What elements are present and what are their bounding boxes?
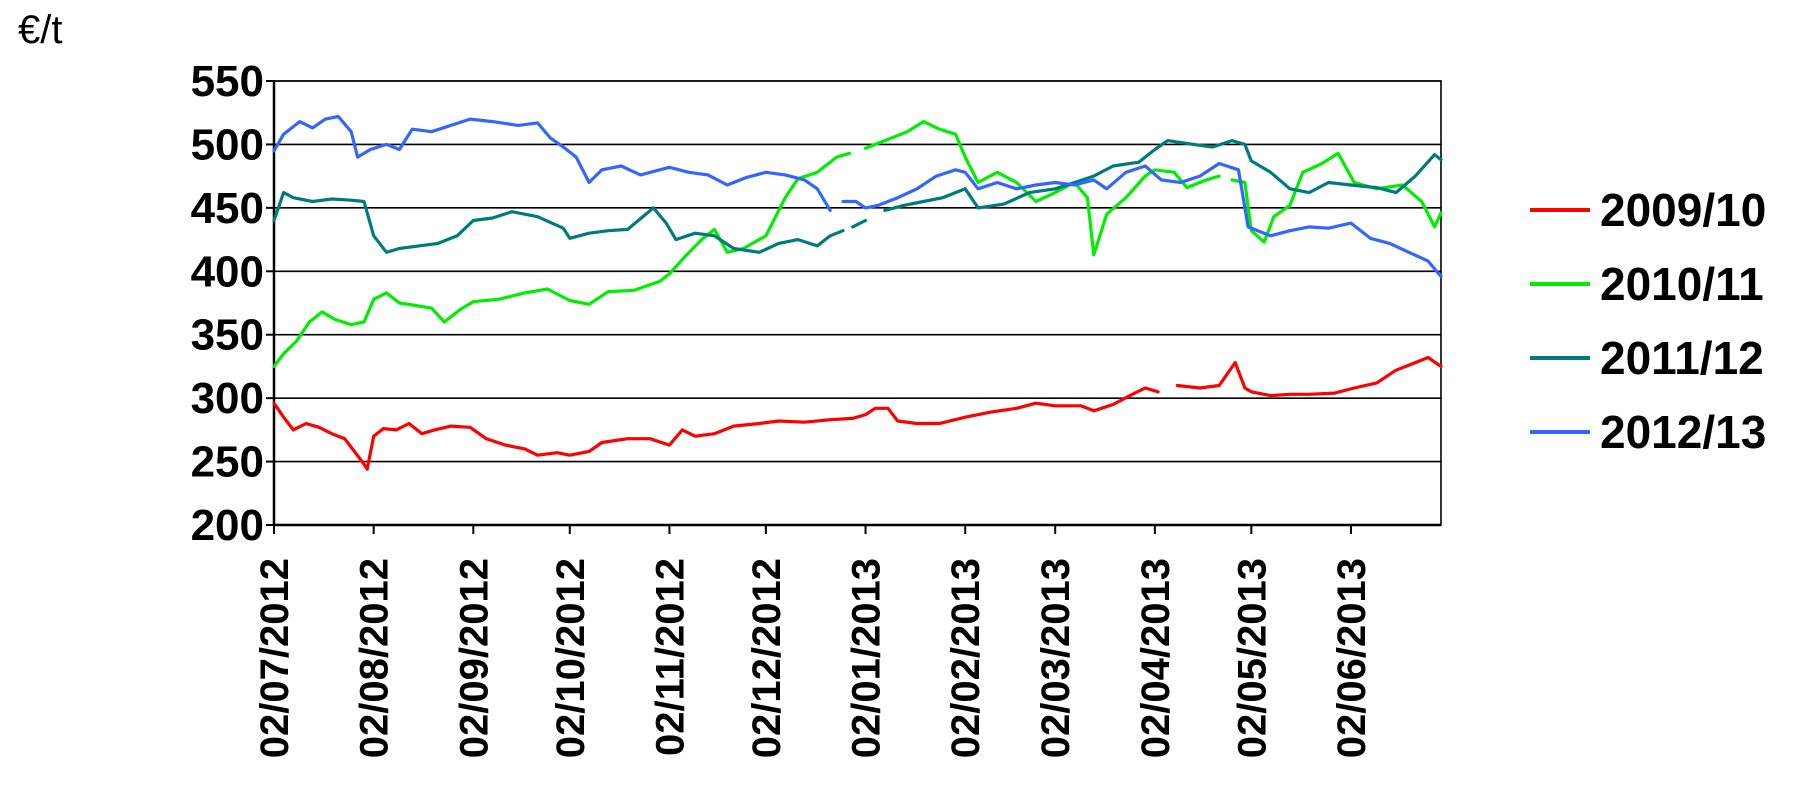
legend-label: 2011/12 bbox=[1600, 332, 1764, 384]
x-tick-label: 02/08/2012 bbox=[353, 558, 397, 758]
x-tick-label: 02/02/2013 bbox=[944, 558, 988, 758]
x-tick-label: 02/01/2013 bbox=[845, 558, 889, 758]
y-tick-label: 500 bbox=[191, 120, 264, 169]
y-tick-label: 350 bbox=[191, 311, 264, 360]
x-tick-label: 02/06/2013 bbox=[1330, 558, 1374, 758]
series-line-4 bbox=[272, 114, 1443, 278]
y-tick-label: 200 bbox=[191, 501, 264, 550]
series-line-3 bbox=[272, 139, 1443, 254]
x-tick-label: 02/11/2012 bbox=[648, 558, 692, 756]
y-tick-label: 250 bbox=[191, 438, 264, 487]
legend-label: 2010/11 bbox=[1600, 258, 1764, 310]
x-tick-label: 02/07/2012 bbox=[253, 558, 297, 758]
series-line-1 bbox=[272, 355, 1443, 471]
plot-area-frame bbox=[273, 80, 1442, 526]
x-tick-label: 02/09/2012 bbox=[452, 558, 496, 758]
x-tick-label: 02/05/2013 bbox=[1230, 558, 1274, 758]
x-tick-label: 02/04/2013 bbox=[1134, 558, 1178, 758]
y-tick-label: 550 bbox=[191, 57, 264, 106]
y-tick-label: 300 bbox=[191, 374, 264, 423]
x-tick-label: 02/12/2012 bbox=[745, 558, 789, 758]
x-tick-label: 02/03/2013 bbox=[1034, 558, 1078, 758]
legend-label: 2012/13 bbox=[1600, 406, 1766, 458]
series-line-2 bbox=[272, 120, 1443, 368]
x-tick-label: 02/10/2012 bbox=[549, 558, 593, 758]
y-axis-unit-label: €/t bbox=[18, 8, 63, 52]
y-tick-label: 450 bbox=[191, 184, 264, 233]
y-tick-label: 400 bbox=[191, 247, 264, 296]
legend-label: 2009/10 bbox=[1600, 184, 1766, 236]
